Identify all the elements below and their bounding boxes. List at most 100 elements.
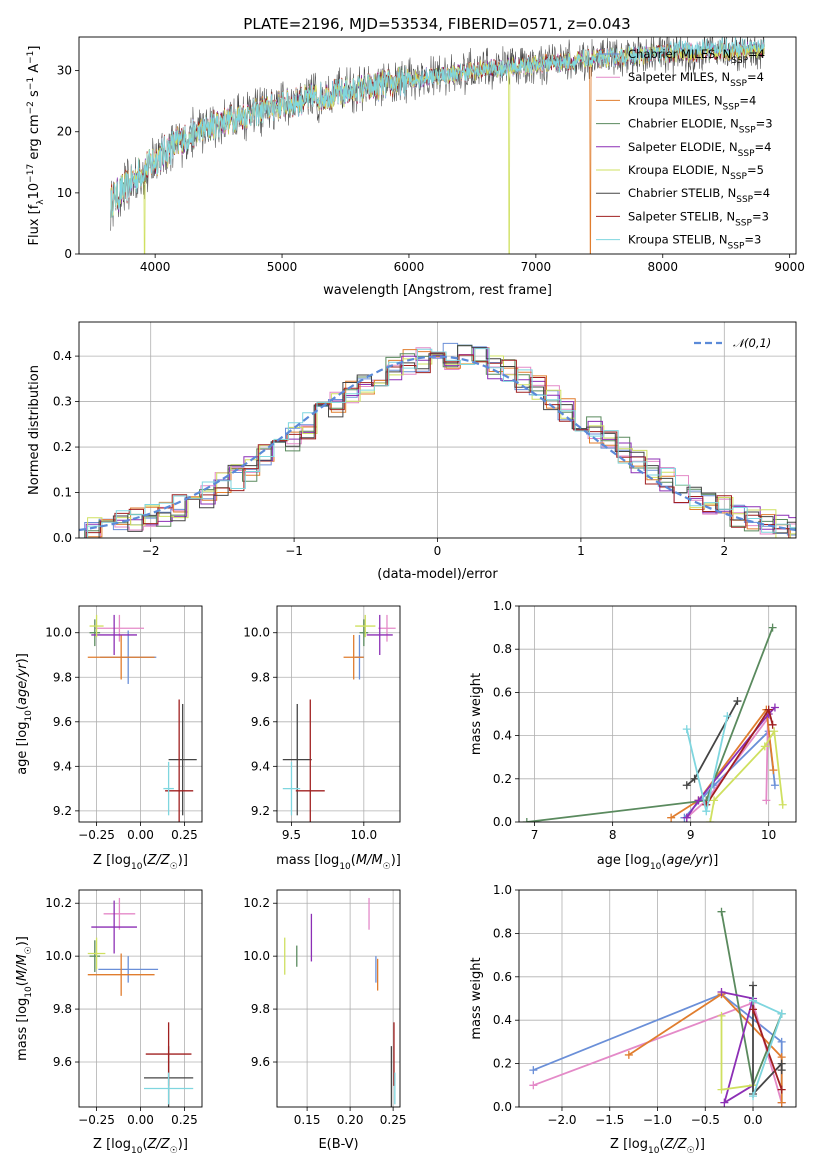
mass-vs-z-ytick-label: 9.6 xyxy=(53,1055,72,1069)
weight-vs-z-xtick-label: −1.5 xyxy=(595,1113,624,1127)
mass-vs-ebv-ytick-label: 10.0 xyxy=(243,949,270,963)
mass-vs-ebv-axes-frame xyxy=(276,889,401,1108)
residuals-xtick-label: 1 xyxy=(577,544,585,558)
spectrum-xtick-label: 9000 xyxy=(774,260,805,274)
weight-vs-age-marker-3-0 xyxy=(522,818,531,822)
age-vs-mass-ytick-label: 9.6 xyxy=(251,715,270,729)
spectrum-axes-frame xyxy=(78,36,797,255)
age-vs-z-axes-frame xyxy=(78,605,203,823)
weight-vs-z-marker-2-3 xyxy=(777,1098,786,1107)
mass-vs-ebv-xtick-label: 0.25 xyxy=(380,1113,407,1127)
weight-vs-z-ytick-label: 0.6 xyxy=(493,970,512,984)
residuals-xtick-label: −2 xyxy=(142,544,160,558)
age-vs-z-ytick-label: 9.2 xyxy=(53,804,72,818)
weight-vs-age-marker-5-3 xyxy=(770,727,779,736)
weight-vs-z-marker-8-1 xyxy=(777,1009,786,1018)
weight-vs-z-marker-5-0 xyxy=(717,1011,726,1020)
mass-vs-z-plot-area xyxy=(79,890,202,1107)
age-vs-z-xtick-label: −0.25 xyxy=(78,828,115,842)
mass-vs-z-ytick-label: 10.2 xyxy=(45,896,72,910)
spectrum-ytick-label: 30 xyxy=(57,64,72,78)
spectrum-ytick-label: 10 xyxy=(57,186,72,200)
mass-vs-z-ytick-label: 9.8 xyxy=(53,1002,72,1016)
residuals-ytick-label: 0.4 xyxy=(53,349,72,363)
mass-vs-z-ylabel: mass [log10(M/M☉)] xyxy=(15,936,34,1061)
mass-vs-ebv-xtick-label: 0.20 xyxy=(337,1113,364,1127)
weight-vs-z-marker-6-3 xyxy=(777,1066,786,1075)
spectrum-plot-area xyxy=(110,37,765,254)
mass-vs-z-panel xyxy=(75,889,203,1111)
weight-vs-z-panel xyxy=(515,889,797,1111)
residuals-ytick-label: 0.2 xyxy=(53,440,72,454)
residuals-ytick-label: 0.1 xyxy=(53,486,72,500)
residuals-panel xyxy=(75,321,797,542)
figure-title: PLATE=2196, MJD=53534, FIBERID=0571, z=0… xyxy=(243,15,630,33)
spectrum-ylabel: Flux [fλ10−17 erg cm−2 s−1 A−1] xyxy=(26,46,46,246)
age-vs-z-ytick-label: 9.8 xyxy=(53,670,72,684)
weight-vs-age-xtick-label: 7 xyxy=(531,828,539,842)
weight-vs-z-marker-0-2 xyxy=(777,1037,786,1046)
spectrum-xtick-label: 7000 xyxy=(521,260,552,274)
mass-vs-ebv-panel xyxy=(273,889,401,1111)
age-vs-z-xlabel: Z [log10(Z/Z☉)] xyxy=(93,853,188,872)
age-vs-mass-ytick-label: 9.4 xyxy=(251,759,270,773)
weight-vs-age-marker-5-1 xyxy=(710,796,719,805)
age-vs-z-ytick-label: 10.0 xyxy=(45,626,72,640)
age-vs-mass-ytick-label: 9.2 xyxy=(251,804,270,818)
spectrum-line-8 xyxy=(110,37,765,218)
weight-vs-z-marker-4-2 xyxy=(720,1098,729,1107)
weight-vs-z-marker-3-0 xyxy=(717,907,726,916)
legend-label-3: Chabrier ELODIE, NSSP=3 xyxy=(628,117,773,136)
hist-series-8 xyxy=(79,348,796,538)
mass-vs-z-xtick-label: 0.25 xyxy=(171,1113,198,1127)
mass-vs-z-axes-frame xyxy=(78,889,203,1108)
normal-curve xyxy=(79,355,796,532)
hist-series-6 xyxy=(79,345,796,538)
residuals-ylabel: Normed distribution xyxy=(27,365,42,495)
weight-vs-age-ytick-label: 0.0 xyxy=(493,815,512,829)
age-vs-mass-xlabel: mass [log10(M/M☉)] xyxy=(276,853,401,872)
weight-vs-z-series-2 xyxy=(628,993,783,1103)
weight-vs-z-marker-1-0 xyxy=(529,1081,538,1090)
age-vs-mass-xtick-label: 10.0 xyxy=(350,828,377,842)
weight-vs-z-series-4 xyxy=(721,991,754,1104)
mass-vs-z-ytick-label: 10.0 xyxy=(45,949,72,963)
weight-vs-z-marker-8-0 xyxy=(749,996,758,1005)
weight-vs-age-series-4 xyxy=(686,706,776,819)
mass-vs-ebv-plot-area xyxy=(277,890,400,1107)
weight-vs-age-marker-6-1 xyxy=(690,774,699,783)
weight-vs-age-series-3 xyxy=(526,627,774,822)
residuals-xtick-label: 0 xyxy=(434,544,442,558)
age-vs-mass-panel xyxy=(273,605,401,826)
weight-vs-age-marker-2-0 xyxy=(667,813,676,822)
age-vs-z-xtick-label: 0.00 xyxy=(127,828,154,842)
weight-vs-z-axes-frame xyxy=(518,889,797,1108)
spectrum-xlabel: wavelength [Angstrom, rest frame] xyxy=(323,283,552,298)
weight-vs-z-xtick-label: −0.5 xyxy=(691,1113,720,1127)
weight-vs-age-marker-4-1 xyxy=(694,796,703,805)
spectrum-panel xyxy=(75,36,797,258)
weight-vs-z-marker-4-0 xyxy=(717,987,726,996)
age-vs-z-xtick-label: 0.25 xyxy=(171,828,198,842)
residuals-xtick-label: 2 xyxy=(720,544,728,558)
weight-vs-z-marker-5-1 xyxy=(717,1085,726,1094)
mass-vs-z-xlabel: Z [log10(Z/Z☉)] xyxy=(93,1137,188,1156)
weight-vs-age-xtick-label: 9 xyxy=(687,828,695,842)
weight-vs-age-marker-4-3 xyxy=(770,703,779,712)
spectrum-xtick-label: 6000 xyxy=(394,260,425,274)
weight-vs-z-xtick-label: −2.0 xyxy=(547,1113,576,1127)
weight-vs-z-ytick-label: 0.0 xyxy=(493,1100,512,1114)
weight-vs-z-ytick-label: 0.4 xyxy=(493,1013,512,1027)
weight-vs-age-xtick-label: 10 xyxy=(761,828,776,842)
age-vs-mass-ytick-label: 10.0 xyxy=(243,626,270,640)
weight-vs-z-ytick-label: 1.0 xyxy=(493,883,512,897)
weight-vs-z-series-7 xyxy=(752,1009,783,1090)
age-vs-z-ytick-label: 9.4 xyxy=(53,759,72,773)
weight-vs-age-marker-7-1 xyxy=(764,705,773,714)
weight-vs-age-series-6 xyxy=(686,700,739,786)
age-vs-mass-axes-frame xyxy=(276,605,401,823)
legend-label-6: Chabrier STELIB, NSSP=4 xyxy=(628,186,770,205)
age-vs-z-ylabel: age [log10(age/yr)] xyxy=(15,653,34,775)
legend-label-4: Salpeter ELODIE, NSSP=4 xyxy=(628,140,771,159)
residuals-xlabel: (data-model)/error xyxy=(377,567,498,582)
